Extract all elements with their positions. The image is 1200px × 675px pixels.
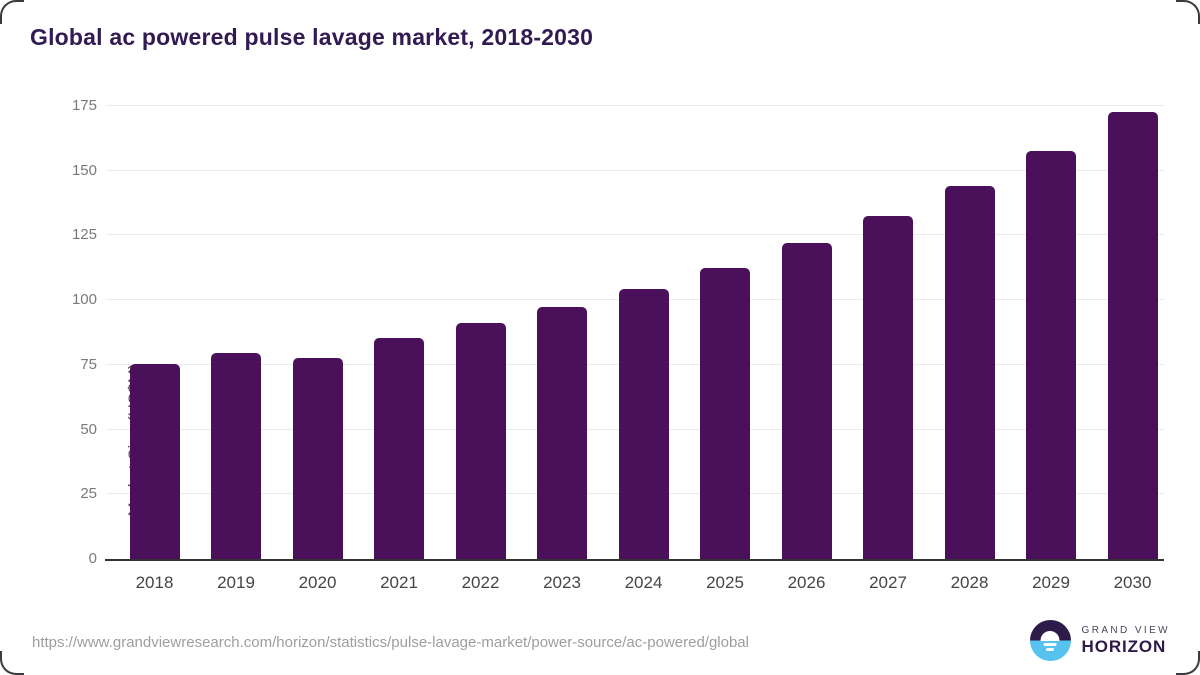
card-corner-top-left <box>0 0 24 24</box>
logo-text-horizon: HORIZON <box>1081 636 1167 656</box>
y-tick-label-125: 125 <box>71 226 97 244</box>
x-tick-label-2027: 2027 <box>869 573 907 592</box>
plot-area: Market Size (US$M) 025507510012515017520… <box>72 97 1164 592</box>
x-tick-label-2028: 2028 <box>950 573 989 592</box>
x-tick-label-2026: 2026 <box>787 573 826 592</box>
card-corner-bottom-right <box>1176 651 1200 675</box>
bar-2020 <box>292 357 343 559</box>
logo-text-grand-view: GRAND VIEW <box>1081 624 1170 636</box>
x-tick-label-2030: 2030 <box>1113 573 1152 592</box>
x-tick-label-2019: 2019 <box>217 573 255 592</box>
bar-2026 <box>781 243 832 559</box>
card-corner-bottom-left <box>0 651 24 675</box>
bar-2019 <box>211 352 261 559</box>
bar-2030 <box>1107 111 1158 559</box>
brand-logo: GRAND VIEW HORIZON <box>1029 620 1170 661</box>
x-tick-label-2029: 2029 <box>1032 573 1070 592</box>
bar-2029 <box>1026 151 1076 559</box>
logo-text: GRAND VIEW HORIZON <box>1082 625 1170 657</box>
gridline-150 <box>107 169 1164 171</box>
gridline-175 <box>107 105 1164 106</box>
y-tick-label-0: 0 <box>88 550 97 567</box>
y-tick-label-75: 75 <box>80 355 97 373</box>
bar-2023 <box>537 307 587 559</box>
bar-2021 <box>374 338 424 559</box>
x-tick-label-2025: 2025 <box>706 573 744 592</box>
card-corner-top-right <box>1176 0 1200 24</box>
x-tick-label-2018: 2018 <box>135 573 174 592</box>
bar-2018 <box>129 363 180 559</box>
y-tick-label-100: 100 <box>71 291 97 309</box>
logo-reflection-dash <box>1043 643 1057 646</box>
x-tick-label-2024: 2024 <box>624 573 663 592</box>
y-tick-label-50: 50 <box>80 420 97 438</box>
x-tick-label-2021: 2021 <box>380 573 418 592</box>
logo-reflection-dash <box>1046 648 1055 651</box>
gridline-125 <box>107 234 1164 236</box>
x-tick-label-2023: 2023 <box>543 573 581 592</box>
y-tick-label-150: 150 <box>71 161 97 179</box>
source-url: https://www.grandviewresearch.com/horizo… <box>32 634 749 651</box>
x-axis-line <box>105 559 1164 561</box>
bar-2022 <box>455 323 506 559</box>
bar-2028 <box>944 186 995 559</box>
bar-2025 <box>700 267 750 559</box>
y-tick-label-25: 25 <box>80 485 97 503</box>
horizon-logo-icon <box>1029 620 1071 661</box>
bar-2027 <box>863 216 913 559</box>
bar-2024 <box>618 288 669 559</box>
x-tick-label-2022: 2022 <box>461 573 500 592</box>
x-tick-label-2020: 2020 <box>298 573 337 592</box>
logo-sun-shape <box>1040 630 1060 641</box>
y-tick-label-175: 175 <box>71 97 97 114</box>
chart-title: Global ac powered pulse lavage market, 2… <box>30 24 594 50</box>
